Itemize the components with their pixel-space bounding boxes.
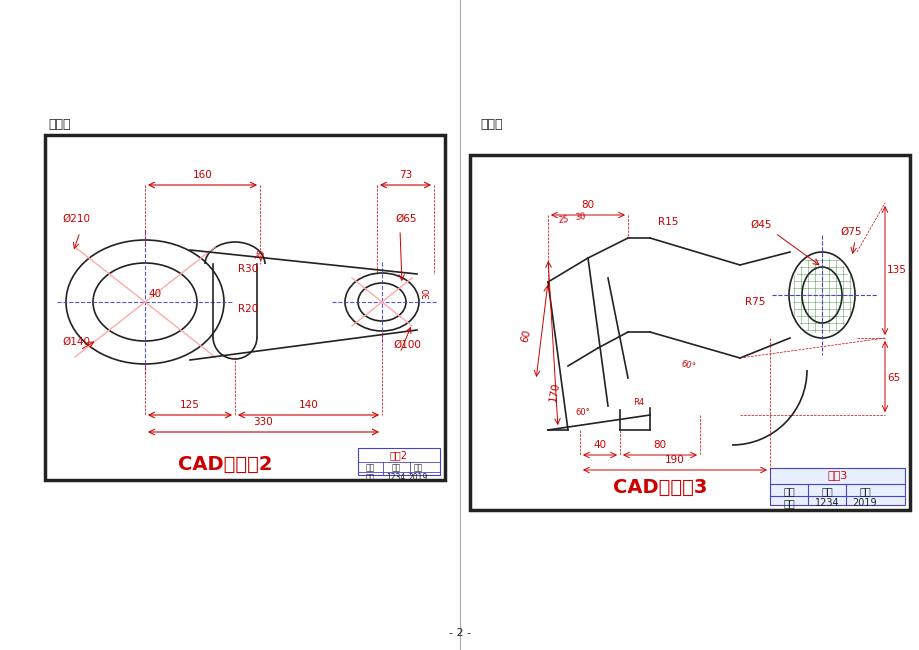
Text: 试题3: 试题3 [826,470,846,480]
Text: 140: 140 [299,400,318,410]
Text: Ø45: Ø45 [749,220,771,230]
Text: R30: R30 [238,264,258,274]
Text: R20: R20 [238,304,258,314]
Text: 学号: 学号 [391,463,400,472]
Text: 姓名: 姓名 [782,486,794,496]
Text: 试题2: 试题2 [390,450,407,460]
Text: 姓名: 姓名 [365,463,374,472]
Text: 张三: 张三 [365,473,374,482]
Text: R4: R4 [632,398,643,407]
Text: Ø140: Ø140 [62,337,90,347]
Text: CAD大作剗3: CAD大作剗3 [612,478,707,497]
Text: 2019: 2019 [408,473,427,482]
Text: 第二题: 第二题 [48,118,71,131]
Text: 170: 170 [548,381,561,402]
Text: 330: 330 [254,417,273,427]
Text: 1234: 1234 [814,498,838,508]
Text: Ø65: Ø65 [394,214,416,224]
Text: - 2 -: - 2 - [448,628,471,638]
Text: R75: R75 [744,297,765,307]
Text: 25: 25 [255,248,267,262]
Text: 40: 40 [148,289,161,299]
Text: 30: 30 [422,287,430,299]
Text: 日期: 日期 [858,486,870,496]
Text: 65: 65 [886,373,900,383]
Text: 190: 190 [664,455,684,465]
Text: R15: R15 [657,217,677,227]
Text: 30: 30 [574,212,585,222]
Text: 135: 135 [886,265,906,275]
Text: 60: 60 [519,329,532,344]
Text: 60°: 60° [679,359,696,372]
Text: 1234: 1234 [386,473,405,482]
Text: CAD大作剗2: CAD大作剗2 [177,455,272,474]
Text: 80: 80 [581,200,594,210]
Text: 25: 25 [558,215,569,225]
Text: 80: 80 [652,440,666,450]
Text: 张三: 张三 [782,498,794,508]
Text: Ø210: Ø210 [62,214,90,224]
Text: 125: 125 [180,400,199,410]
Text: 第三题: 第三题 [480,118,502,131]
Text: Ø75: Ø75 [839,227,860,237]
Text: 40: 40 [593,440,606,450]
Text: 学号: 学号 [821,486,832,496]
Text: 日期: 日期 [413,463,422,472]
Text: 60°: 60° [574,408,589,417]
Text: 160: 160 [192,170,212,180]
Text: Ø100: Ø100 [392,340,420,350]
Text: 73: 73 [399,170,412,180]
Polygon shape [769,468,904,505]
Text: 2019: 2019 [852,498,877,508]
